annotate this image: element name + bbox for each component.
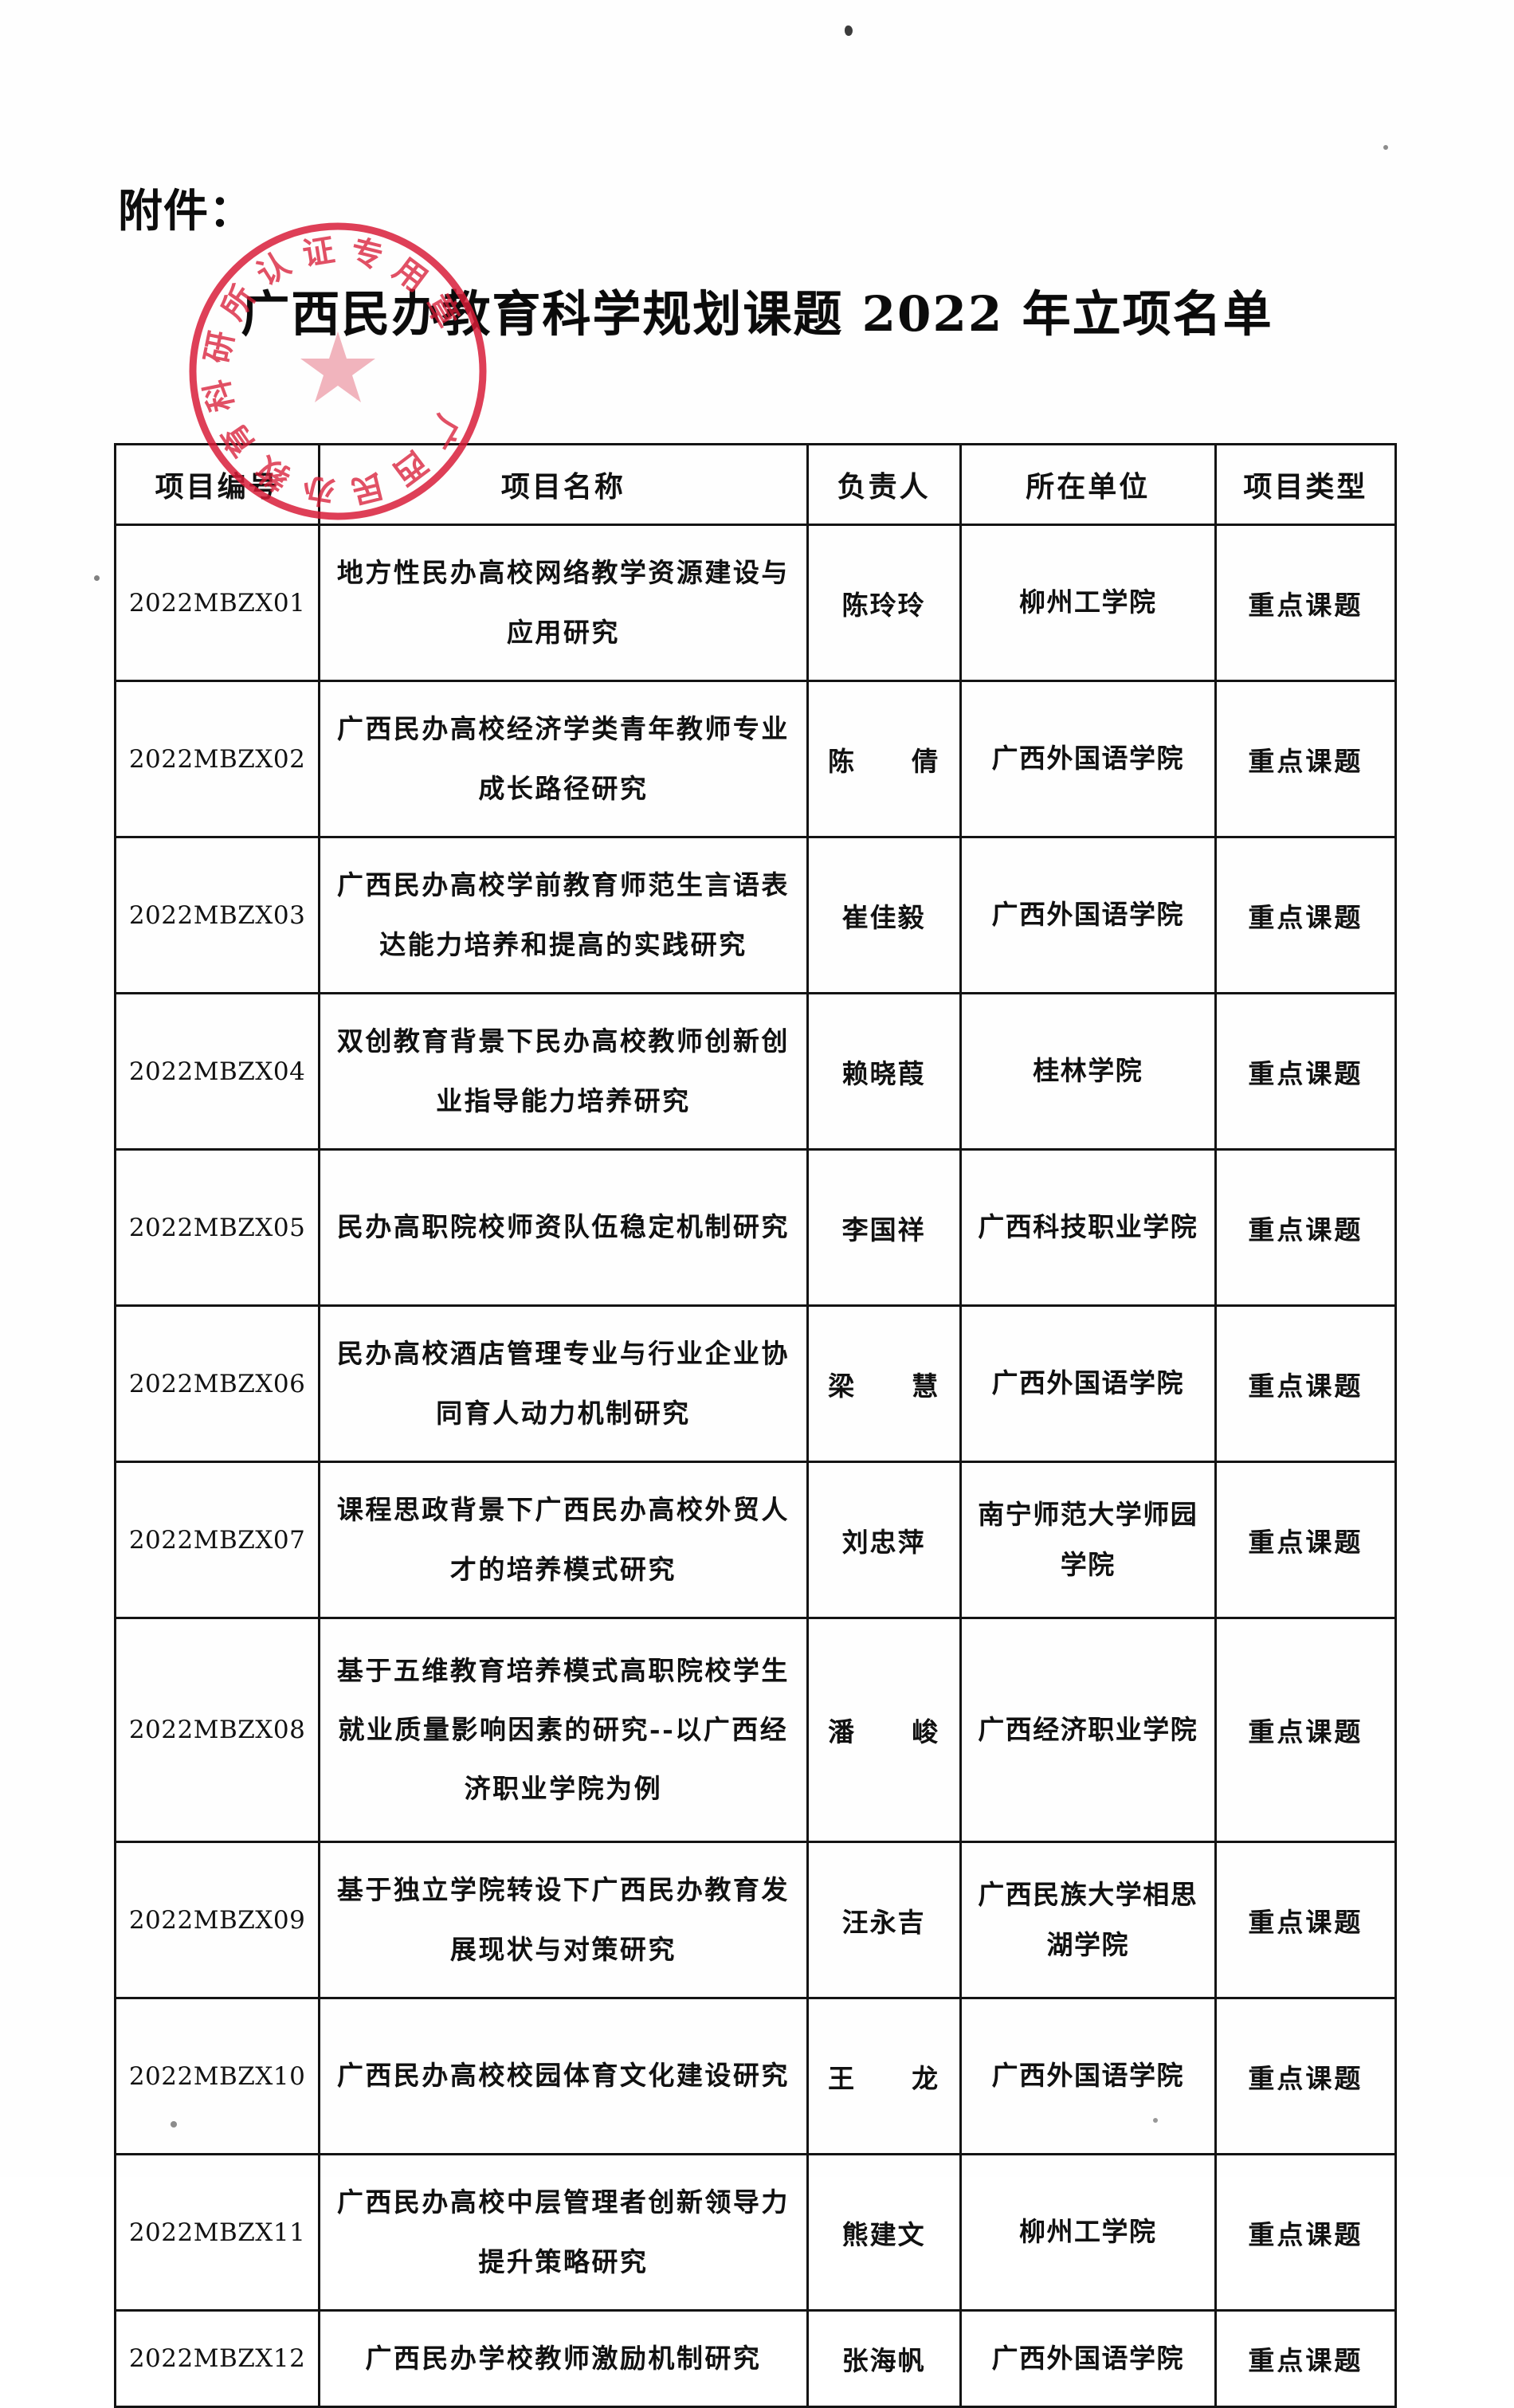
cell-project-type: 重点课题 — [1214, 1148, 1398, 1307]
cell-project-name: 广西民办高校中层管理者创新领导力提升策略研究 — [318, 2153, 809, 2312]
scan-speck — [1383, 145, 1388, 150]
cell-project-type: 重点课题 — [1214, 680, 1398, 838]
cell-project-type: 重点课题 — [1214, 2309, 1398, 2408]
table-row: 2022MBZX11 广西民办高校中层管理者创新领导力提升策略研究 熊建文 柳州工学院… — [113, 2153, 1398, 2312]
cell-project-code: 2022MBZX07 — [113, 1461, 321, 1619]
cell-leader: 赖晓葭 — [806, 992, 962, 1151]
column-header-project-code: 项目编号 — [113, 443, 321, 526]
cell-project-name: 广西民办高校校园体育文化建设研究 — [318, 1997, 809, 2155]
page-title: 广西民办教育科学规划课题 2022 年立项名单 — [241, 286, 1273, 343]
table-row: 2022MBZX04 双创教育背景下民办高校教师创新创业指导能力培养研究 赖晓葭 桂林… — [113, 992, 1398, 1151]
cell-project-code: 2022MBZX01 — [113, 524, 321, 682]
table-row: 2022MBZX06 民办高校酒店管理专业与行业企业协同育人动力机制研究梁 慧广西… — [113, 1304, 1398, 1463]
table-body: 2022MBZX01 地方性民办高校网络教学资源建设与应用研究 陈玲玲 柳州工学院 重点… — [113, 524, 1398, 2408]
column-header-project-type: 项目类型 — [1214, 443, 1398, 526]
cell-project-name: 基于五维教育培养模式高职院校学生就业质量影响因素的研究--以广西经济职业学院为例 — [318, 1617, 809, 1843]
cell-project-type: 重点课题 — [1214, 524, 1398, 682]
cell-project-code: 2022MBZX12 — [113, 2309, 321, 2408]
table-row: 2022MBZX10 广西民办高校校园体育文化建设研究王 龙广西外国语学院 重点课题 — [113, 1997, 1398, 2155]
cell-project-name: 广西民办高校学前教育师范生言语表达能力培养和提高的实践研究 — [318, 836, 809, 994]
cell-project-name: 民办高职院校师资队伍稳定机制研究 — [318, 1148, 809, 1307]
table-header-row: 项目编号 项目名称 负责人 所在单位 项目类型 — [113, 443, 1398, 526]
cell-project-code: 2022MBZX02 — [113, 680, 321, 838]
cell-project-type: 重点课题 — [1214, 2153, 1398, 2312]
attachment-label: 附件： — [118, 186, 254, 237]
cell-project-code: 2022MBZX11 — [113, 2153, 321, 2312]
cell-leader: 张海帆 — [806, 2309, 962, 2408]
table-row: 2022MBZX01 地方性民办高校网络教学资源建设与应用研究 陈玲玲 柳州工学院 重点… — [113, 524, 1398, 682]
cell-project-code: 2022MBZX03 — [113, 836, 321, 994]
cell-unit: 广西科技职业学院 — [959, 1148, 1217, 1307]
cell-project-name: 基于独立学院转设下广西民办教育发展现状与对策研究 — [318, 1841, 809, 1999]
table-row: 2022MBZX09 基于独立学院转设下广西民办教育发展现状与对策研究 汪永吉 广西民… — [113, 1841, 1398, 1999]
cell-project-code: 2022MBZX08 — [113, 1617, 321, 1843]
column-header-leader: 负责人 — [806, 443, 962, 526]
cell-unit: 广西外国语学院 — [959, 836, 1217, 994]
project-list-table: 项目编号 项目名称 负责人 所在单位 项目类型 2022MBZX01 地方性民办高… — [113, 443, 1398, 2408]
cell-leader: 崔佳毅 — [806, 836, 962, 994]
table-row: 2022MBZX07 课程思政背景下广西民办高校外贸人才的培养模式研究 刘忠萍 南宁师… — [113, 1461, 1398, 1619]
cell-leader: 梁 慧 — [806, 1304, 962, 1463]
table-row: 2022MBZX12 广西民办学校教师激励机制研究 张海帆 广西外国语学院 重点课题 — [113, 2309, 1398, 2408]
table-row: 2022MBZX02 广西民办高校经济学类青年教师专业成长路径研究陈 倩广西外国语… — [113, 680, 1398, 838]
scan-speck — [94, 575, 100, 581]
cell-unit: 广西经济职业学院 — [959, 1617, 1217, 1843]
cell-project-type: 重点课题 — [1214, 992, 1398, 1151]
cell-unit: 广西外国语学院 — [959, 2309, 1217, 2408]
table-header: 项目编号 项目名称 负责人 所在单位 项目类型 — [113, 443, 1398, 526]
cell-project-code: 2022MBZX04 — [113, 992, 321, 1151]
cell-leader: 李国祥 — [806, 1148, 962, 1307]
cell-leader: 汪永吉 — [806, 1841, 962, 1999]
table-row: 2022MBZX08 基于五维教育培养模式高职院校学生就业质量影响因素的研究--以… — [113, 1617, 1398, 1843]
cell-project-code: 2022MBZX09 — [113, 1841, 321, 1999]
cell-project-name: 广西民办高校经济学类青年教师专业成长路径研究 — [318, 680, 809, 838]
cell-unit: 广西外国语学院 — [959, 1997, 1217, 2155]
cell-leader: 熊建文 — [806, 2153, 962, 2312]
cell-project-type: 重点课题 — [1214, 1997, 1398, 2155]
scan-speck — [845, 25, 853, 36]
cell-project-type: 重点课题 — [1214, 1841, 1398, 1999]
cell-leader: 王 龙 — [806, 1997, 962, 2155]
cell-project-name: 双创教育背景下民办高校教师创新创业指导能力培养研究 — [318, 992, 809, 1151]
table-row: 2022MBZX03 广西民办高校学前教育师范生言语表达能力培养和提高的实践研究崔… — [113, 836, 1398, 994]
cell-unit: 柳州工学院 — [959, 524, 1217, 682]
table-row: 2022MBZX05 民办高职院校师资队伍稳定机制研究 李国祥 广西科技职业学院 重点课… — [113, 1148, 1398, 1307]
cell-project-type: 重点课题 — [1214, 1304, 1398, 1463]
cell-project-name: 广西民办学校教师激励机制研究 — [318, 2309, 809, 2408]
cell-project-name: 地方性民办高校网络教学资源建设与应用研究 — [318, 524, 809, 682]
cell-unit: 南宁师范大学师园学院 — [959, 1461, 1217, 1619]
cell-project-code: 2022MBZX06 — [113, 1304, 321, 1463]
cell-project-code: 2022MBZX05 — [113, 1148, 321, 1307]
cell-project-name: 民办高校酒店管理专业与行业企业协同育人动力机制研究 — [318, 1304, 809, 1463]
cell-unit: 广西外国语学院 — [959, 680, 1217, 838]
cell-project-type: 重点课题 — [1214, 1461, 1398, 1619]
cell-leader: 刘忠萍 — [806, 1461, 962, 1619]
cell-project-code: 2022MBZX10 — [113, 1997, 321, 2155]
cell-unit: 桂林学院 — [959, 992, 1217, 1151]
cell-unit: 柳州工学院 — [959, 2153, 1217, 2312]
cell-project-type: 重点课题 — [1214, 836, 1398, 994]
cell-unit: 广西外国语学院 — [959, 1304, 1217, 1463]
cell-project-type: 重点课题 — [1214, 1617, 1398, 1843]
cell-leader: 陈玲玲 — [806, 524, 962, 682]
cell-project-name: 课程思政背景下广西民办高校外贸人才的培养模式研究 — [318, 1461, 809, 1619]
cell-unit: 广西民族大学相思湖学院 — [959, 1841, 1217, 1999]
cell-leader: 陈 倩 — [806, 680, 962, 838]
column-header-project-name: 项目名称 — [318, 443, 809, 526]
column-header-unit: 所在单位 — [959, 443, 1217, 526]
cell-leader: 潘 峻 — [806, 1617, 962, 1843]
